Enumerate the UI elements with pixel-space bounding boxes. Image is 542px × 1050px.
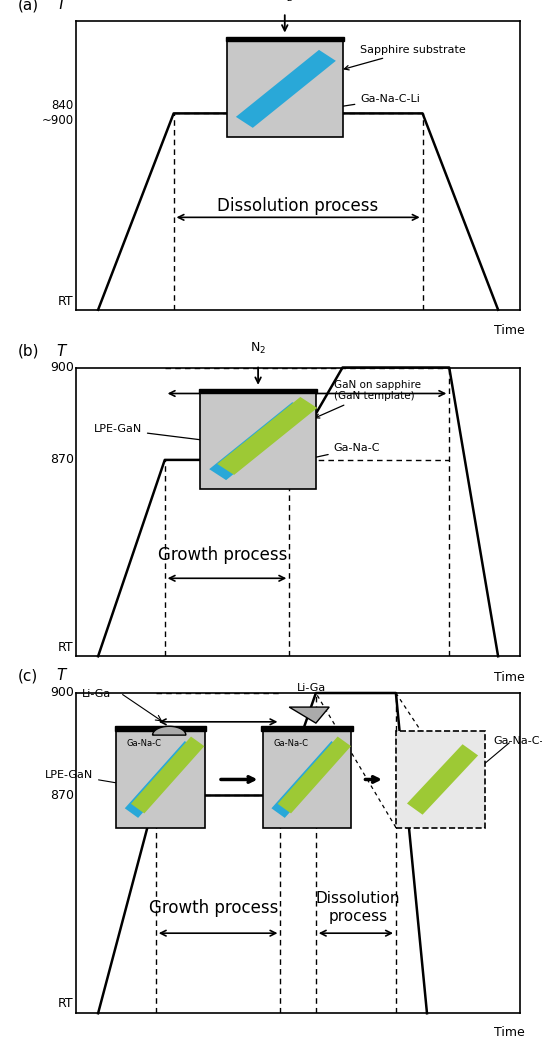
- Text: (c): (c): [18, 669, 38, 684]
- Text: RT: RT: [58, 642, 74, 654]
- Text: Ga-Na-C: Ga-Na-C: [127, 739, 162, 749]
- Polygon shape: [131, 736, 204, 814]
- Text: RT: RT: [58, 998, 74, 1010]
- Text: Ga-Na-C: Ga-Na-C: [274, 739, 308, 749]
- Text: Dissolution
process: Dissolution process: [316, 891, 401, 924]
- Bar: [225, 37, 344, 41]
- Text: Li-Ga: Li-Ga: [297, 682, 326, 693]
- Text: GaN on sapphire
(GaN template): GaN on sapphire (GaN template): [315, 380, 421, 418]
- Text: Ga-Na-C: Ga-Na-C: [268, 443, 380, 469]
- Bar: [261, 727, 353, 732]
- Text: 870: 870: [50, 789, 74, 802]
- Polygon shape: [289, 707, 329, 723]
- Text: 840
~900: 840 ~900: [42, 100, 74, 127]
- Text: N$_2$: N$_2$: [277, 0, 293, 3]
- Text: RT: RT: [58, 295, 74, 308]
- Polygon shape: [152, 727, 186, 735]
- Text: LPE-GaN: LPE-GaN: [45, 770, 121, 785]
- Text: Ga-Na-C-Li: Ga-Na-C-Li: [494, 736, 542, 747]
- Text: Time: Time: [494, 671, 525, 684]
- Text: Sapphire substrate: Sapphire substrate: [344, 45, 466, 70]
- Text: Dissolution process: Dissolution process: [217, 196, 379, 215]
- Text: (b): (b): [18, 343, 40, 359]
- Bar: [116, 732, 205, 827]
- Text: Growth process: Growth process: [149, 899, 279, 917]
- Text: 900: 900: [50, 361, 74, 374]
- Text: Ga-Na-C-Li: Ga-Na-C-Li: [300, 93, 420, 114]
- Text: N$_2$: N$_2$: [250, 341, 266, 356]
- Text: Growth process: Growth process: [158, 546, 287, 564]
- Text: $T$: $T$: [56, 0, 69, 13]
- Bar: [262, 732, 351, 827]
- Text: $T$: $T$: [56, 343, 69, 359]
- Bar: [201, 394, 316, 489]
- Polygon shape: [278, 736, 351, 814]
- Polygon shape: [217, 397, 317, 475]
- Bar: [199, 388, 317, 394]
- Polygon shape: [407, 744, 478, 815]
- Bar: [396, 732, 485, 827]
- Polygon shape: [236, 49, 336, 128]
- Polygon shape: [209, 402, 309, 480]
- Text: Time: Time: [494, 324, 525, 337]
- Bar: [227, 41, 343, 136]
- Polygon shape: [125, 741, 198, 818]
- Bar: [114, 727, 206, 732]
- Text: 870: 870: [50, 454, 74, 466]
- Polygon shape: [272, 741, 345, 818]
- Text: $T$: $T$: [56, 668, 69, 684]
- Text: Time: Time: [494, 1026, 525, 1040]
- Text: Li-Ga: Li-Ga: [82, 690, 112, 699]
- Text: (a): (a): [18, 0, 39, 13]
- Text: LPE-GaN: LPE-GaN: [94, 424, 207, 442]
- Text: 900: 900: [50, 687, 74, 699]
